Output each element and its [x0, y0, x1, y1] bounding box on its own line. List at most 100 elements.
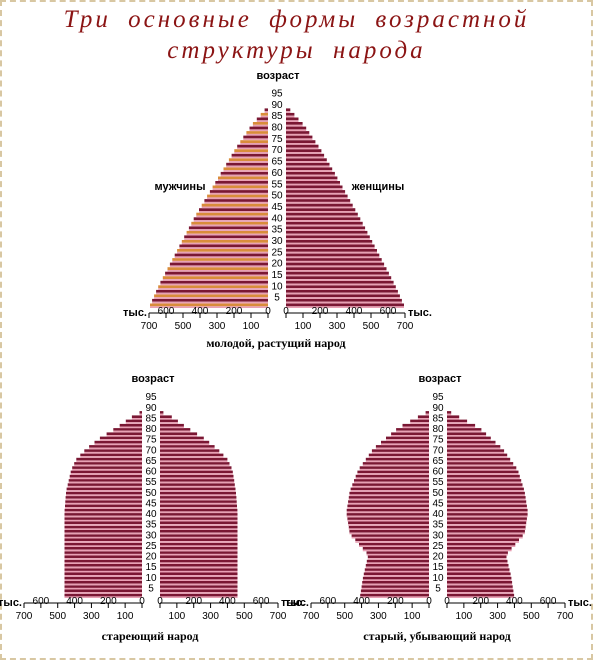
bar-men-stripe: [64, 536, 142, 539]
bar-women: [447, 581, 513, 584]
bar-men: [162, 276, 268, 279]
bar-men: [362, 581, 429, 584]
bar-women: [160, 521, 238, 525]
bar-women-stripe: [160, 566, 238, 569]
bar-women: [447, 440, 496, 444]
bar-women-stripe: [286, 224, 363, 227]
bar-women: [160, 487, 236, 491]
bar-women-stripe: [447, 422, 468, 424]
bar-men-stripe: [396, 430, 429, 433]
bar-men: [201, 203, 268, 207]
bar-men-stripe: [64, 553, 142, 556]
age-tick-label: 30: [271, 236, 283, 247]
age-tick-label: 20: [432, 552, 444, 563]
bar-men-stripe: [84, 452, 142, 454]
bar-men-stripe: [167, 270, 268, 272]
age-tick-label: 60: [432, 467, 444, 478]
bar-women: [447, 423, 476, 427]
x-tick-label-upper: 400: [192, 306, 209, 317]
bar-men-stripe: [362, 549, 429, 552]
bar-men: [351, 534, 429, 537]
bar-women: [447, 568, 510, 571]
bar-men: [386, 436, 429, 440]
bar-women-stripe: [286, 124, 303, 127]
bar-men-stripe: [350, 490, 429, 492]
bar-men: [355, 474, 429, 478]
bar-women-stripe: [447, 469, 517, 471]
bar-women-stripe: [286, 220, 361, 222]
bar-women: [286, 289, 398, 293]
bar-men: [165, 271, 268, 275]
bar-men: [64, 576, 142, 580]
bar-men: [396, 428, 429, 431]
bar-women: [447, 411, 452, 414]
bar-women: [447, 534, 523, 537]
bar-women-stripe: [447, 587, 513, 590]
age-tick-label: 90: [432, 403, 444, 414]
bar-women: [447, 419, 468, 423]
bar-women: [447, 572, 511, 576]
bar-men: [223, 167, 268, 171]
x-tick-label-upper: 200: [387, 596, 404, 607]
bar-women-stripe: [447, 596, 515, 598]
bar-men-stripe: [158, 288, 268, 290]
bar-women: [160, 547, 238, 550]
bar-women-stripe: [160, 583, 238, 586]
bar-men: [131, 415, 142, 418]
bar-men: [362, 462, 429, 465]
bar-men-stripe: [366, 553, 429, 556]
bar-women-stripe: [447, 439, 491, 441]
bar-women: [447, 559, 508, 563]
bar-women-stripe: [447, 532, 525, 535]
bar-men-stripe: [139, 413, 142, 416]
bar-women-stripe: [447, 452, 505, 454]
bar-men: [243, 135, 268, 139]
bar-men-stripe: [150, 306, 268, 308]
page-title: Три основные формы возрастной структуры …: [0, 4, 593, 66]
bar-women: [286, 249, 377, 252]
bar-women-stripe: [286, 260, 382, 263]
bar-women: [286, 294, 400, 298]
bar-men: [264, 108, 268, 112]
x-tick-label-lower: 500: [175, 321, 192, 332]
bar-men: [346, 508, 429, 512]
bar-men-stripe: [89, 447, 142, 450]
bar-women: [160, 555, 238, 559]
bar-women: [160, 593, 238, 597]
bar-men: [68, 479, 142, 482]
bar-women: [447, 453, 508, 457]
bar-men: [156, 289, 268, 293]
bar-men: [113, 428, 142, 431]
bar-women-stripe: [447, 477, 520, 480]
bar-men: [64, 521, 142, 525]
bar-men: [366, 559, 429, 563]
bar-men: [64, 525, 142, 529]
bar-men-stripe: [193, 220, 268, 222]
bar-men-stripe: [72, 469, 142, 471]
bar-women: [447, 538, 519, 542]
bar-women-stripe: [160, 575, 238, 577]
bar-men: [361, 585, 429, 588]
bar-women-stripe: [160, 490, 236, 492]
bar-men: [64, 513, 142, 516]
bar-women: [447, 432, 487, 435]
x-tick-label-upper: 400: [219, 596, 236, 607]
bar-women-stripe: [160, 426, 184, 429]
x-tick-label-lower: 700: [397, 321, 414, 332]
age-tick-label: 40: [271, 213, 283, 224]
bar-men: [64, 534, 142, 537]
age-tick-label: 50: [271, 191, 283, 202]
age-tick-label: 5: [274, 293, 280, 304]
x-tick-label-upper: 200: [472, 596, 489, 607]
bar-men-stripe: [181, 242, 268, 245]
bar-men-stripe: [125, 422, 142, 424]
bar-men-stripe: [367, 558, 429, 560]
age-tick-label: 20: [271, 259, 283, 270]
bar-women: [447, 585, 513, 588]
bar-men: [64, 551, 142, 554]
age-tick-label: 75: [145, 435, 157, 446]
bars-group: [64, 411, 238, 598]
bar-women-stripe: [447, 490, 524, 492]
age-tick-label: 15: [145, 562, 157, 573]
